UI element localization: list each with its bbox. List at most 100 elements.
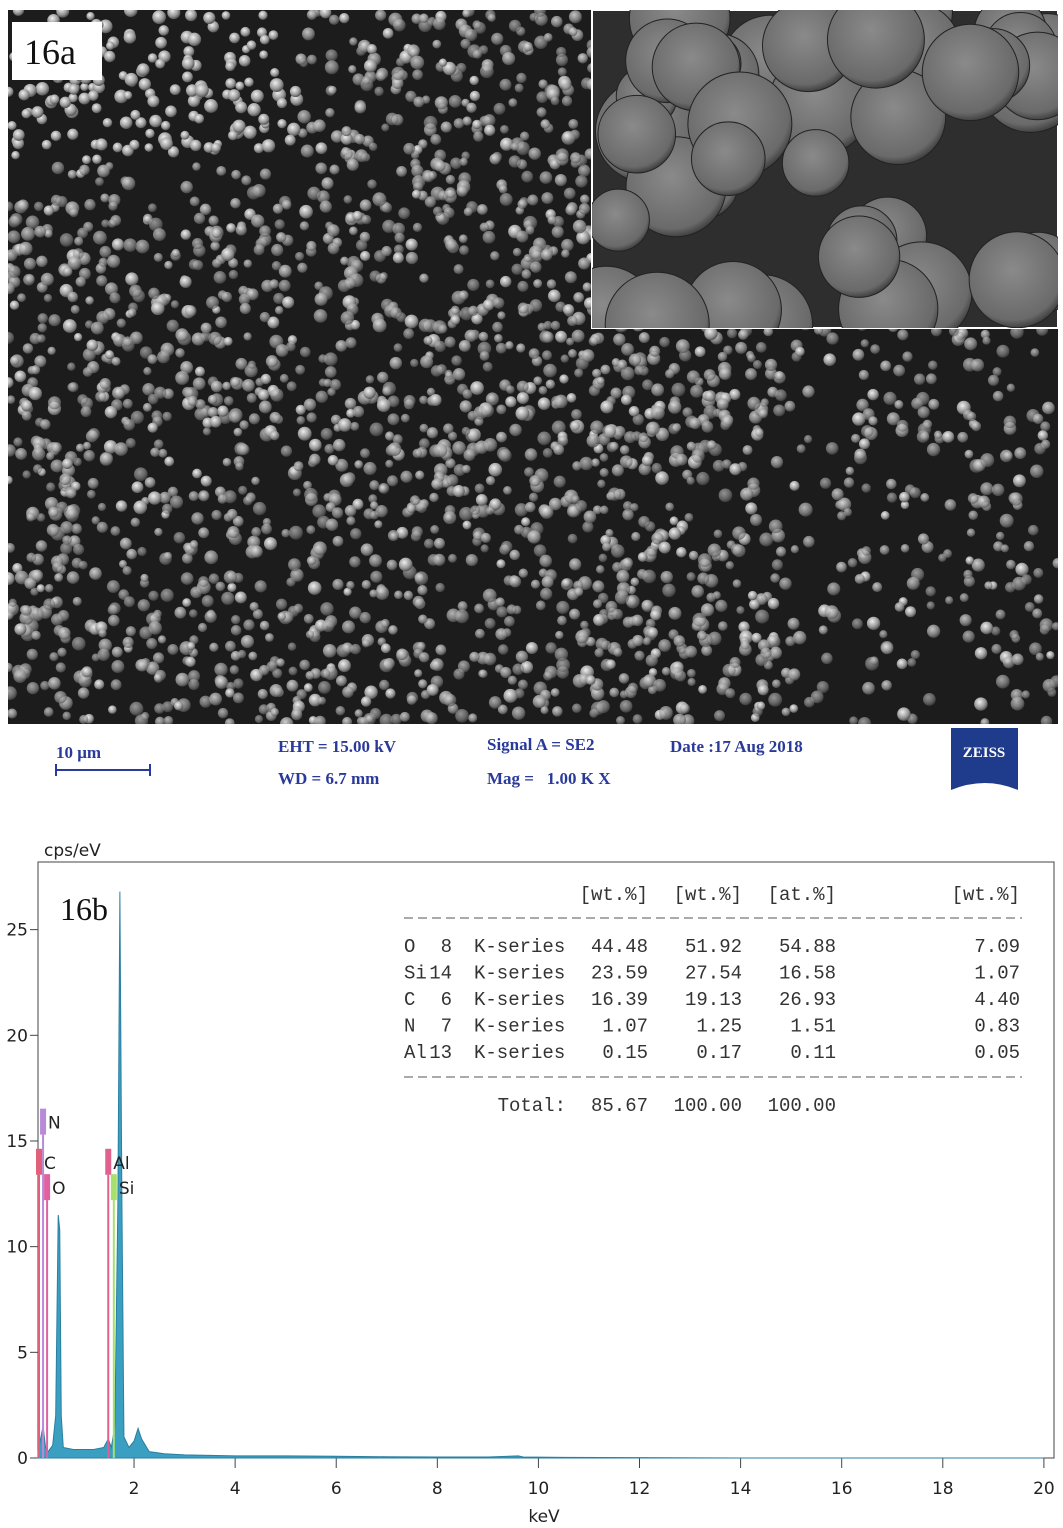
sem-particle — [8, 265, 21, 278]
sem-particle — [140, 574, 148, 582]
sem-particle — [370, 501, 378, 509]
sem-particle — [227, 526, 239, 538]
sem-particle — [189, 491, 199, 501]
sem-particle — [569, 609, 580, 620]
sem-particle — [475, 629, 485, 639]
sem-particle — [146, 638, 157, 649]
sem-particle — [247, 103, 260, 116]
sem-particle — [27, 649, 38, 660]
sem-particle — [433, 554, 445, 566]
sem-particle — [86, 12, 94, 20]
sem-particle — [821, 653, 832, 664]
y-tick-label: 25 — [6, 921, 28, 941]
sem-particle — [85, 296, 93, 304]
sem-particle — [826, 332, 838, 344]
sem-particle — [646, 654, 658, 666]
sem-particle — [668, 423, 679, 434]
sem-particle — [651, 406, 665, 420]
sem-particle — [108, 615, 120, 627]
sem-particle — [494, 103, 506, 115]
sem-particle — [433, 444, 447, 458]
sem-particle — [315, 162, 327, 174]
sem-particle — [56, 662, 66, 672]
table-cell: C — [404, 989, 415, 1011]
sem-particle — [297, 110, 310, 123]
sem-particle — [381, 619, 390, 628]
sem-particle — [638, 552, 648, 562]
sem-particle — [68, 84, 79, 95]
sem-particle — [124, 91, 132, 99]
sem-particle — [254, 244, 265, 255]
sem-particle — [367, 179, 377, 189]
sem-particle — [621, 343, 634, 356]
sem-particle — [592, 580, 604, 592]
sem-particle — [185, 9, 197, 21]
sem-particle — [516, 343, 525, 352]
sem-particle — [610, 387, 621, 398]
sem-particle — [768, 693, 782, 707]
sem-particle — [270, 684, 283, 697]
sem-particle — [117, 319, 126, 328]
sem-particle — [158, 449, 167, 458]
sem-particle — [620, 455, 633, 468]
sem-particle — [280, 717, 293, 730]
sem-particle — [125, 73, 138, 86]
sem-particle — [23, 274, 35, 286]
sem-particle — [466, 103, 476, 113]
table-cell: Si — [404, 963, 427, 985]
sem-particle — [541, 119, 551, 129]
sem-particle — [555, 648, 568, 661]
sem-particle — [572, 495, 580, 503]
sem-particle — [497, 311, 505, 319]
sem-particle — [276, 658, 285, 667]
sem-particle — [267, 661, 278, 672]
sem-particle — [198, 576, 209, 587]
sem-particle — [503, 689, 517, 703]
sem-particle — [993, 391, 1004, 402]
sem-particle — [112, 647, 123, 658]
sem-particle — [87, 340, 99, 352]
sem-particle — [698, 685, 707, 694]
sem-particle — [175, 371, 189, 385]
sem-particle — [547, 279, 556, 288]
sem-particle — [214, 663, 227, 676]
sem-particle — [483, 589, 497, 603]
sem-particle — [21, 605, 32, 616]
sem-particle — [79, 561, 88, 570]
sem-particle — [242, 379, 255, 392]
table-cell: N — [404, 1016, 415, 1038]
sem-particle — [659, 337, 670, 348]
sem-particle — [446, 474, 458, 486]
sem-particle — [258, 11, 267, 20]
sem-particle — [307, 187, 320, 200]
sem-particle — [275, 306, 283, 314]
sem-particle — [370, 422, 384, 436]
sem-particle — [253, 502, 266, 515]
sem-particle — [99, 246, 111, 258]
sem-particle — [803, 536, 815, 548]
sem-particle — [591, 702, 605, 716]
sem-particle — [67, 571, 80, 584]
sem-particle — [198, 623, 207, 632]
sem-particle — [84, 199, 95, 210]
sem-particle — [545, 642, 556, 653]
sem-particle — [230, 665, 239, 674]
sem-particle — [362, 215, 371, 224]
sem-particle — [721, 416, 733, 428]
x-tick-label: 8 — [432, 1479, 443, 1499]
sem-particle — [32, 631, 41, 640]
sem-particle — [582, 521, 593, 532]
sem-particle — [965, 450, 974, 459]
sem-particle — [559, 374, 568, 383]
sem-particle — [542, 576, 554, 588]
sem-particle — [211, 228, 221, 238]
sem-particle — [431, 478, 443, 490]
table-cell: 26.93 — [779, 989, 836, 1011]
sem-particle — [804, 435, 812, 443]
y-tick-label: 20 — [6, 1026, 28, 1046]
sem-particle — [304, 488, 318, 502]
sem-particle — [148, 288, 159, 299]
sem-particle — [24, 258, 36, 270]
sem-particle — [341, 126, 351, 136]
sem-particle — [554, 476, 566, 488]
